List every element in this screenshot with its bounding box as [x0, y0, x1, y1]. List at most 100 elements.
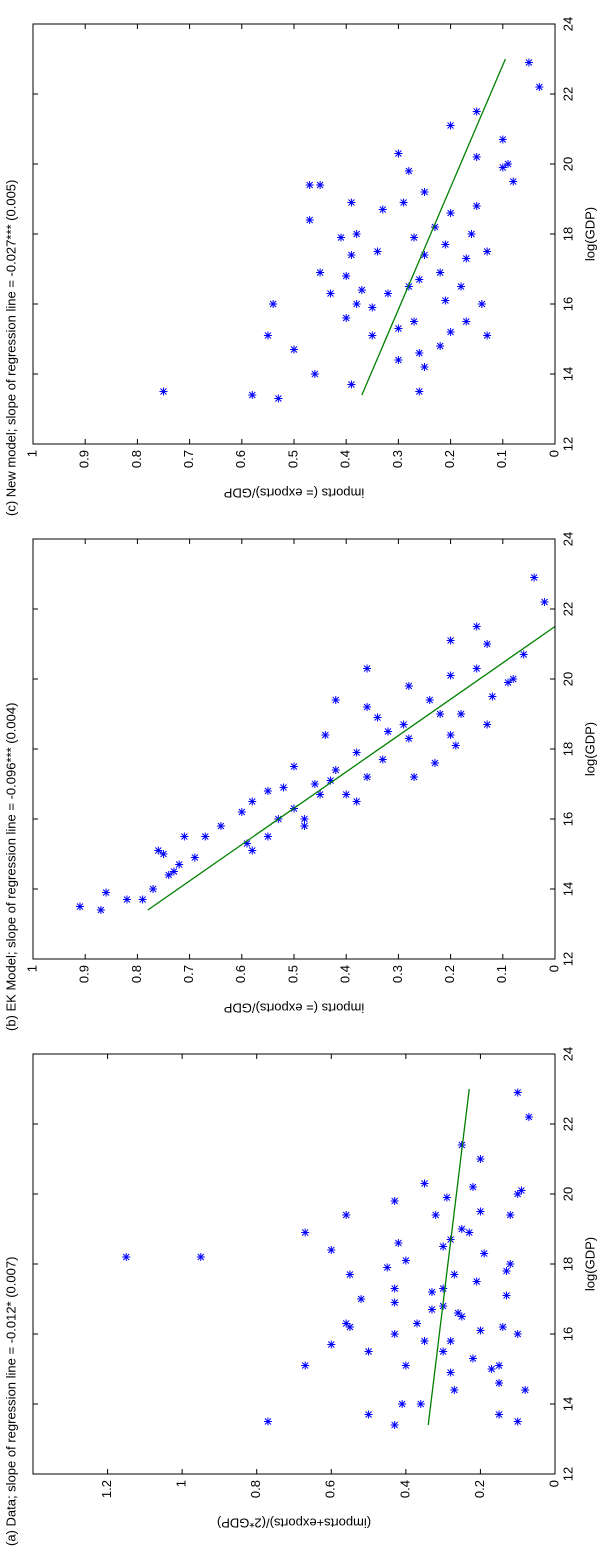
scatter-point: [326, 776, 335, 785]
scatter-point: [345, 1270, 354, 1279]
scatter-point: [305, 216, 314, 224]
scatter-point: [336, 233, 345, 242]
scatter-point: [301, 1361, 310, 1370]
y-tick-label: 0.6: [233, 965, 248, 983]
panel-title: (a) Data; slope of regression line = -0.…: [3, 1257, 18, 1546]
regression-line: [361, 58, 507, 396]
regression-line: [147, 625, 556, 911]
scatter-point: [401, 1361, 410, 1370]
scatter-point: [468, 1354, 477, 1363]
scatter-point: [425, 696, 434, 704]
scatter-point: [342, 1319, 351, 1328]
plot-frame: [32, 23, 556, 445]
x-tick-label: 24: [560, 1047, 575, 1061]
y-tick-label: 0.1: [494, 450, 509, 468]
scatter-point: [368, 303, 377, 312]
scatter-point: [263, 787, 272, 795]
scatter-point: [457, 282, 466, 291]
scatter-point: [513, 1330, 522, 1338]
scatter-point: [201, 832, 210, 841]
y-tick-label: 0: [546, 965, 561, 972]
scatter-point: [488, 692, 497, 701]
rotated-figure: (a) Data; slope of regression line = -0.…: [3, 17, 597, 1546]
scatter-point: [357, 286, 366, 294]
y-tick-label: 0.4: [338, 965, 353, 983]
scatter-point: [472, 107, 481, 116]
scatter-point: [394, 356, 403, 364]
scatter-point: [410, 773, 419, 781]
y-tick-label: 0.5: [285, 965, 300, 983]
scatter-point: [390, 1421, 399, 1429]
scatter-point: [415, 275, 424, 284]
y-tick-label: 0.2: [442, 450, 457, 468]
x-tick-label: 20: [560, 672, 575, 686]
scatter-point: [327, 1246, 336, 1254]
scatter-point: [442, 1193, 451, 1202]
scatter-point: [430, 223, 439, 231]
scatter-point: [390, 1284, 399, 1293]
y-tick-label: 0.4: [397, 1480, 412, 1498]
scatter-point: [530, 573, 539, 582]
scatter-point: [122, 895, 131, 904]
scatter-point: [465, 1228, 474, 1237]
panel-title: (b) EK Model; slope of regression line =…: [3, 703, 18, 1031]
scatter-point: [364, 1347, 373, 1356]
scatter-point: [476, 1326, 485, 1335]
scatter-point: [164, 871, 173, 879]
scatter-point: [476, 1155, 485, 1163]
scatter-point: [468, 1183, 477, 1191]
scatter-point: [446, 1368, 455, 1377]
scatter-point: [383, 727, 392, 736]
x-tick-label: 16: [560, 1327, 575, 1341]
x-tick-label: 22: [560, 602, 575, 616]
scatter-point: [436, 342, 445, 350]
scatter-point: [248, 846, 257, 855]
scatter-point: [420, 1337, 429, 1345]
plot-frame: [32, 1053, 556, 1475]
scatter-point: [410, 233, 419, 242]
scatter-point: [446, 671, 455, 680]
scatter-point: [519, 650, 528, 659]
scatter-point: [394, 324, 403, 333]
scatter-point: [310, 780, 319, 788]
scatter-point: [331, 766, 340, 774]
panel: (b) EK Model; slope of regression line =…: [3, 532, 597, 1031]
scatter-point: [502, 1267, 511, 1275]
scatter-point: [540, 598, 549, 606]
scatter-point: [263, 1417, 272, 1426]
x-tick-label: 18: [560, 227, 575, 241]
scatter-point: [321, 731, 330, 739]
y-tick-label: 0.8: [129, 965, 144, 983]
scatter-point: [357, 1295, 366, 1303]
scatter-point: [175, 860, 184, 869]
y-tick-label: 0.1: [494, 965, 509, 983]
scatter-point: [462, 254, 471, 263]
scatter-point: [316, 181, 325, 189]
scatter-point: [420, 188, 429, 196]
x-axis-label: log(GDP): [582, 722, 597, 776]
scatter-point: [331, 696, 340, 704]
scatter-point: [498, 135, 507, 144]
scatter-point: [347, 251, 356, 259]
scatter-point: [446, 1337, 455, 1345]
scatter-point: [495, 1361, 504, 1370]
y-tick-label: 0.7: [181, 450, 196, 468]
scatter-point: [535, 83, 544, 91]
scatter-point: [483, 720, 492, 729]
y-tick-label: 0.8: [129, 450, 144, 468]
scatter-point: [368, 331, 377, 340]
y-tick-label: 0.3: [390, 965, 405, 983]
scatter-point: [517, 1186, 526, 1195]
scatter-point: [462, 317, 471, 326]
x-tick-label: 16: [560, 297, 575, 311]
scatter-point: [300, 822, 309, 830]
scatter-point: [248, 797, 257, 806]
scatter-point: [342, 790, 351, 799]
y-tick-label: 0.5: [285, 450, 300, 468]
scatter-point: [504, 160, 513, 168]
scatter-point: [416, 1400, 425, 1408]
x-tick-label: 14: [560, 882, 575, 896]
scatter-point: [427, 1305, 436, 1314]
scatter-point: [390, 1330, 399, 1338]
